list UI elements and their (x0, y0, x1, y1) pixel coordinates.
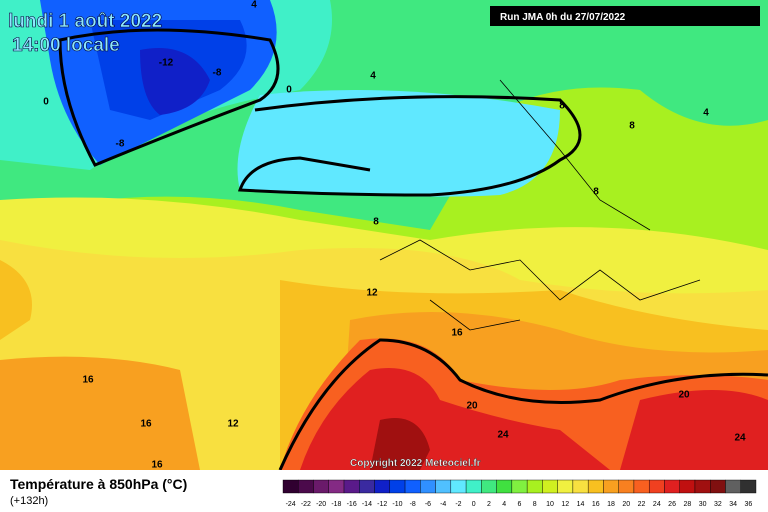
colorbar-label: -14 (362, 501, 372, 508)
colorbar-swatch (572, 479, 589, 494)
map-background (0, 0, 768, 471)
colorbar-swatch (618, 479, 635, 494)
colorbar-swatch (648, 479, 665, 494)
colorbar-swatch (359, 479, 375, 494)
subtitle: 14:00 locale (12, 35, 120, 56)
colorbar-swatch (374, 479, 391, 494)
colorbar-label: -20 (316, 501, 326, 508)
contour-label: 24 (497, 430, 509, 441)
colorbar-label: 4 (502, 501, 506, 508)
contour-label: 8 (629, 121, 635, 132)
contour-label: 12 (366, 288, 378, 299)
colorbar-label: 20 (622, 501, 630, 508)
colorbar-label: 34 (729, 501, 737, 508)
colorbar: -24 -22 -20 -18 -16 -14 -12 -10 -8 -6 -4 -2 0 2 4 6 8 10 1… (282, 479, 757, 508)
colorbar-label: 16 (592, 501, 600, 508)
colorbar-swatch (481, 479, 497, 494)
colorbar-label: 26 (668, 501, 676, 508)
colorbar-swatch (526, 479, 543, 494)
colorbar-label: 28 (683, 501, 691, 508)
colorbar-swatch (298, 479, 314, 494)
colorbar-label: -10 (392, 501, 402, 508)
colorbar-label: 10 (546, 501, 554, 508)
footer-title: Température à 850hPa (°C) (10, 476, 187, 492)
contour-label: 16 (451, 328, 463, 339)
colorbar-label: 2 (487, 501, 491, 508)
colorbar-label: -2 (455, 501, 461, 508)
contour-label: 4 (703, 108, 709, 119)
colorbar-swatch (511, 479, 528, 494)
colorbar-swatch (435, 479, 452, 494)
colorbar-swatch (313, 479, 329, 494)
colorbar-label: 18 (607, 501, 615, 508)
run-info: Run JMA 0h du 27/07/2022 (500, 12, 626, 23)
colorbar-swatch (465, 479, 482, 494)
contour-label: 8 (559, 101, 565, 112)
contour-label: 0 (286, 85, 292, 96)
colorbar-swatch (557, 479, 574, 494)
colorbar-swatch (343, 479, 360, 494)
colorbar-label: -12 (377, 501, 387, 508)
colorbar-swatch (450, 479, 467, 494)
contour-label: 16 (140, 419, 152, 430)
colorbar-swatch (710, 479, 726, 494)
colorbar-swatch (420, 479, 436, 494)
colorbar-label: 24 (653, 501, 661, 508)
colorbar-label: -4 (440, 501, 446, 508)
colorbar-swatch (389, 479, 406, 494)
colorbar-swatch (282, 479, 299, 494)
colorbar-swatch (633, 479, 650, 494)
colorbar-swatch (404, 479, 421, 494)
colorbar-swatch (587, 479, 604, 494)
colorbar-label: 32 (714, 501, 722, 508)
title: lundi 1 août 2022 (8, 11, 162, 32)
contour-label: -8 (213, 68, 222, 79)
colorbar-swatch (603, 479, 619, 494)
colorbar-label: -16 (347, 501, 357, 508)
colorbar-label: 36 (744, 501, 752, 508)
contour-label: 24 (734, 433, 746, 444)
colorbar-swatch (740, 479, 757, 494)
contour-label: 16 (82, 375, 94, 386)
colorbar-label: -18 (331, 501, 341, 508)
contour-label: 8 (593, 187, 599, 198)
colorbar-label: 30 (699, 501, 707, 508)
colorbar-swatch (496, 479, 513, 494)
contour-label: 12 (227, 419, 239, 430)
colorbar-label: 14 (577, 501, 585, 508)
colorbar-label: 12 (561, 501, 569, 508)
colorbar-label: 0 (472, 501, 476, 508)
footer-lead: (+132h) (10, 495, 48, 507)
copyright: Copyright 2022 Meteociel.fr (350, 458, 481, 469)
colorbar-swatch (664, 479, 680, 494)
contour-label: 0 (43, 97, 49, 108)
contour-label: -8 (116, 139, 125, 150)
contour-label: 20 (678, 390, 690, 401)
contour-label: -12 (159, 58, 174, 69)
colorbar-label: -22 (301, 501, 311, 508)
colorbar-swatch (542, 479, 558, 494)
colorbar-swatch (679, 479, 696, 494)
colorbar-swatch (694, 479, 711, 494)
colorbar-swatch (328, 479, 345, 494)
contour-label: 20 (466, 401, 478, 412)
contour-labels: 4 -12 -8 -8 0 0 4 8 8 8 4 8 12 16 16 16 … (43, 0, 746, 471)
contour-label: 4 (370, 71, 376, 82)
colorbar-label: 6 (518, 501, 522, 508)
colorbar-label: 8 (533, 501, 537, 508)
colorbar-label: -24 (286, 501, 296, 508)
colorbar-label: -8 (410, 501, 416, 508)
colorbar-label: 22 (638, 501, 646, 508)
contour-label: 4 (251, 0, 257, 11)
colorbar-label: -6 (425, 501, 431, 508)
colorbar-swatch (725, 479, 741, 494)
run-box (490, 6, 760, 26)
contour-label: 16 (151, 460, 163, 471)
contour-label: 8 (373, 217, 379, 228)
